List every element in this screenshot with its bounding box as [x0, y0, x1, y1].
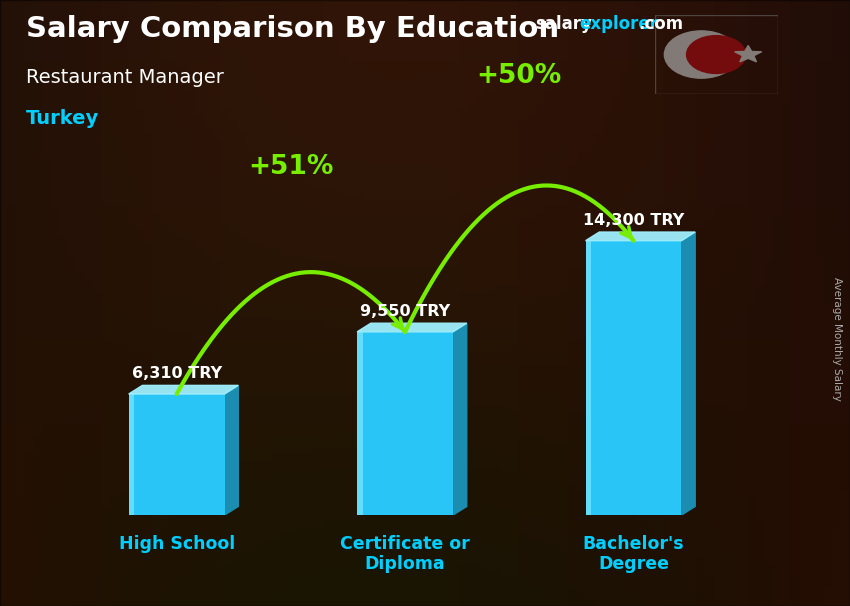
Text: Restaurant Manager: Restaurant Manager — [26, 68, 224, 87]
Bar — [128, 394, 224, 515]
Polygon shape — [586, 232, 695, 241]
Circle shape — [687, 36, 745, 73]
Polygon shape — [224, 385, 238, 515]
Polygon shape — [734, 45, 762, 62]
Text: Average Monthly Salary: Average Monthly Salary — [832, 278, 842, 401]
Text: Turkey: Turkey — [26, 109, 99, 128]
Circle shape — [665, 31, 739, 78]
Text: 9,550 TRY: 9,550 TRY — [360, 304, 450, 319]
Polygon shape — [682, 232, 695, 515]
Bar — [586, 241, 682, 515]
Text: 6,310 TRY: 6,310 TRY — [132, 366, 222, 381]
Bar — [357, 332, 363, 515]
Bar — [128, 394, 134, 515]
Text: .com: .com — [638, 15, 683, 33]
Text: explorer: explorer — [579, 15, 658, 33]
Text: +51%: +51% — [248, 154, 333, 180]
Text: salary: salary — [536, 15, 592, 33]
Bar — [357, 332, 453, 515]
Text: 14,300 TRY: 14,300 TRY — [583, 213, 684, 228]
Text: +50%: +50% — [477, 62, 562, 88]
Polygon shape — [453, 323, 467, 515]
Polygon shape — [357, 323, 467, 332]
Text: Salary Comparison By Education: Salary Comparison By Education — [26, 15, 558, 43]
Bar — [586, 241, 592, 515]
Polygon shape — [128, 385, 238, 394]
